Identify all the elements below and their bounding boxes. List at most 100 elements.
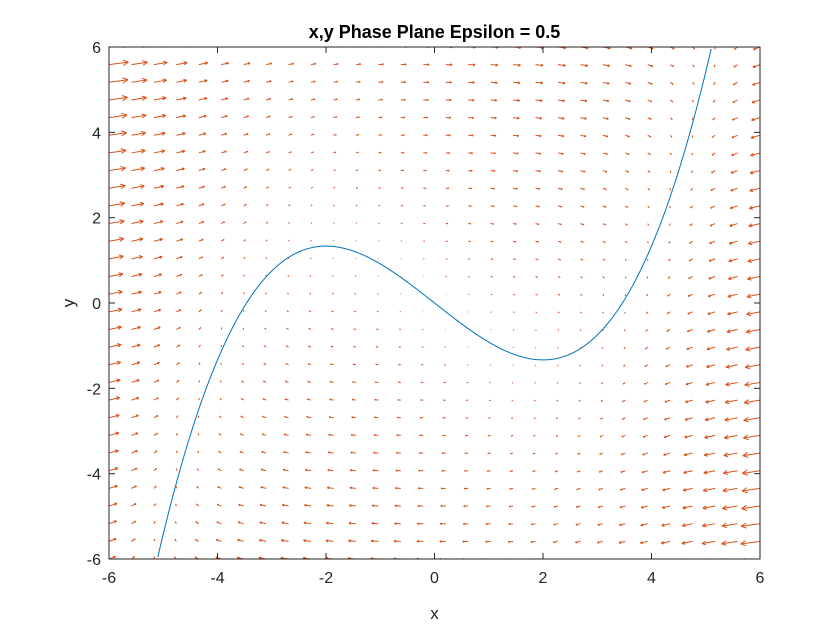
vector-arrow (442, 470, 446, 471)
vector-arrow (580, 382, 581, 383)
vector-arrow (488, 435, 490, 436)
vector-arrow (446, 170, 450, 171)
vector-arrow (423, 206, 425, 207)
vector-arrow (465, 453, 468, 454)
vector-arrow (446, 206, 449, 207)
vector-arrow (468, 259, 470, 260)
vector-arrow (198, 416, 199, 418)
x-tick-label: 0 (430, 570, 439, 587)
vector-arrow (333, 205, 334, 206)
vector-arrow (602, 347, 603, 348)
vector-arrow (310, 276, 311, 277)
vector-arrow (332, 293, 333, 294)
y-tick-label: -6 (87, 552, 101, 569)
vector-arrow (468, 241, 470, 242)
vector-arrow (378, 170, 380, 171)
vector-arrow (535, 382, 536, 383)
vector-arrow (399, 347, 401, 348)
vector-arrow (442, 453, 446, 454)
vector-arrow (443, 417, 446, 418)
vector-arrow (512, 400, 513, 401)
vector-arrow (354, 311, 356, 312)
vector-arrow (423, 188, 426, 189)
vector-arrow (489, 418, 491, 419)
y-tick-label: -4 (87, 467, 101, 484)
vector-arrow (399, 364, 401, 365)
vector-arrow (513, 294, 515, 295)
vector-arrow (536, 312, 537, 313)
vector-arrow (423, 223, 425, 224)
vector-arrow (446, 223, 448, 224)
vector-arrow (401, 152, 404, 153)
vector-arrow (401, 188, 403, 189)
x-tick-label: -4 (210, 570, 224, 587)
x-tick-label: -2 (319, 570, 333, 587)
vector-arrow (693, 100, 694, 102)
vector-arrow (647, 277, 648, 279)
vector-arrow (221, 328, 222, 330)
vector-arrow (536, 329, 537, 330)
vector-arrow (356, 223, 357, 224)
vector-arrow (443, 435, 446, 436)
vector-arrow (176, 504, 177, 506)
vector-arrow (558, 329, 559, 330)
vector-arrow (512, 382, 513, 383)
vector-arrow (603, 312, 604, 313)
vector-arrow (421, 382, 423, 383)
vector-arrow (199, 398, 200, 400)
vector-arrow (446, 152, 450, 153)
vector-arrow (356, 205, 357, 206)
vector-arrow (468, 223, 471, 224)
vector-arrow (176, 469, 177, 471)
vector-arrow (513, 329, 514, 330)
vector-arrow (465, 435, 468, 436)
y-tick-label: 0 (92, 296, 101, 313)
vector-arrow (423, 135, 427, 136)
vector-arrow (376, 347, 378, 348)
vector-arrow (423, 170, 426, 171)
vector-arrow (420, 435, 424, 436)
vector-arrow (420, 417, 423, 418)
vector-arrow (266, 293, 267, 294)
vector-arrow (421, 364, 423, 365)
vector-arrow (243, 328, 244, 330)
y-tick-label: -2 (87, 381, 101, 398)
x-tick-label: 2 (539, 570, 548, 587)
vector-arrow (288, 275, 289, 276)
x-tick-label: 4 (647, 570, 656, 587)
vector-arrow (468, 206, 471, 207)
vector-arrow (266, 258, 267, 259)
x-axis-label: x (430, 604, 439, 623)
vector-arrow (333, 223, 334, 224)
x-tick-label: 6 (756, 570, 765, 587)
vector-arrow (355, 276, 356, 277)
vector-arrow (398, 399, 401, 400)
y-tick-label: 2 (92, 211, 101, 228)
vector-arrow (176, 486, 177, 488)
vector-arrow (378, 205, 379, 206)
vector-arrow (311, 223, 312, 224)
vector-arrow (511, 418, 513, 419)
vector-arrow (423, 152, 427, 153)
vector-arrow (421, 400, 424, 401)
vector-arrow (557, 382, 558, 383)
vector-arrow (491, 277, 493, 278)
vector-arrow (401, 205, 403, 206)
vector-arrow (466, 418, 468, 419)
vector-arrow (513, 312, 514, 313)
y-tick-label: 4 (92, 125, 101, 142)
vector-arrow (377, 329, 379, 330)
vector-arrow (356, 188, 358, 189)
vector-arrow (670, 188, 671, 190)
vector-arrow (443, 400, 445, 401)
vector-arrow (580, 329, 581, 330)
vector-arrow (466, 400, 468, 401)
x-tick-label: -6 (102, 570, 116, 587)
vector-arrow (419, 452, 423, 453)
y-tick-label: 6 (92, 40, 101, 57)
vector-arrow (333, 276, 334, 277)
chart-title: x,y Phase Plane Epsilon = 0.5 (309, 22, 561, 42)
vector-arrow (398, 382, 401, 383)
